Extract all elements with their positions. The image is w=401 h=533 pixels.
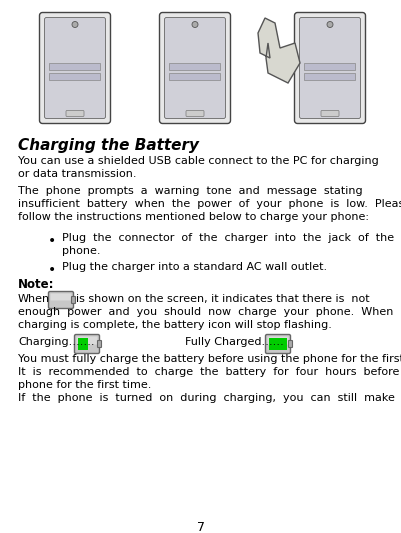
Text: You must fully charge the battery before using the phone for the first time.: You must fully charge the battery before… (18, 354, 401, 364)
Text: enough  power  and  you  should  now  charge  your  phone.  When: enough power and you should now charge y… (18, 307, 393, 317)
Text: •: • (48, 263, 56, 277)
Text: If  the  phone  is  turned  on  during  charging,  you  can  still  make  or: If the phone is turned on during chargin… (18, 393, 401, 403)
Text: •: • (48, 234, 56, 248)
FancyBboxPatch shape (49, 292, 73, 309)
FancyBboxPatch shape (159, 12, 230, 124)
FancyBboxPatch shape (164, 18, 225, 118)
FancyBboxPatch shape (71, 296, 75, 303)
FancyBboxPatch shape (45, 18, 105, 118)
FancyBboxPatch shape (66, 110, 84, 117)
Text: phone.: phone. (62, 246, 100, 256)
FancyBboxPatch shape (97, 341, 101, 348)
Bar (49, 63, 100, 70)
Text: Plug the charger into a standard AC wall outlet.: Plug the charger into a standard AC wall… (62, 262, 326, 272)
Bar (304, 63, 354, 70)
Ellipse shape (192, 21, 198, 28)
FancyBboxPatch shape (265, 335, 290, 353)
Ellipse shape (72, 21, 78, 28)
FancyBboxPatch shape (186, 110, 203, 117)
Text: You can use a shielded USB cable connect to the PC for charging: You can use a shielded USB cable connect… (18, 156, 378, 166)
Text: Fully Charged……: Fully Charged…… (184, 337, 283, 347)
FancyBboxPatch shape (51, 294, 71, 301)
FancyBboxPatch shape (294, 12, 365, 124)
Text: follow the instructions mentioned below to charge your phone:: follow the instructions mentioned below … (18, 212, 368, 222)
Text: phone for the first time.: phone for the first time. (18, 380, 151, 390)
FancyBboxPatch shape (267, 336, 288, 344)
FancyBboxPatch shape (320, 110, 338, 117)
Polygon shape (257, 18, 299, 83)
Ellipse shape (326, 21, 332, 28)
FancyBboxPatch shape (74, 335, 99, 353)
Text: Note:: Note: (18, 278, 55, 291)
Text: Charging the Battery: Charging the Battery (18, 138, 198, 153)
FancyBboxPatch shape (76, 336, 97, 344)
Bar (78, 338, 88, 350)
FancyBboxPatch shape (39, 12, 110, 124)
Text: is shown on the screen, it indicates that there is  not: is shown on the screen, it indicates tha… (76, 294, 369, 304)
Text: charging is complete, the battery icon will stop flashing.: charging is complete, the battery icon w… (18, 320, 331, 330)
Bar (268, 338, 286, 350)
Text: 7: 7 (196, 521, 205, 533)
Text: When: When (18, 294, 50, 304)
Text: It  is  recommended  to  charge  the  battery  for  four  hours  before  using  : It is recommended to charge the battery … (18, 367, 401, 377)
FancyBboxPatch shape (299, 18, 360, 118)
Text: Charging…….: Charging……. (18, 337, 94, 347)
Bar (49, 73, 100, 80)
Bar (169, 63, 220, 70)
FancyBboxPatch shape (288, 341, 292, 348)
Bar (169, 73, 220, 80)
Text: The  phone  prompts  a  warning  tone  and  message  stating: The phone prompts a warning tone and mes… (18, 186, 362, 196)
Text: or data transmission.: or data transmission. (18, 169, 136, 179)
Text: insufficient  battery  when  the  power  of  your  phone  is  low.  Please: insufficient battery when the power of y… (18, 199, 401, 209)
Text: Plug  the  connector  of  the  charger  into  the  jack  of  the: Plug the connector of the charger into t… (62, 233, 393, 243)
Bar (304, 73, 354, 80)
